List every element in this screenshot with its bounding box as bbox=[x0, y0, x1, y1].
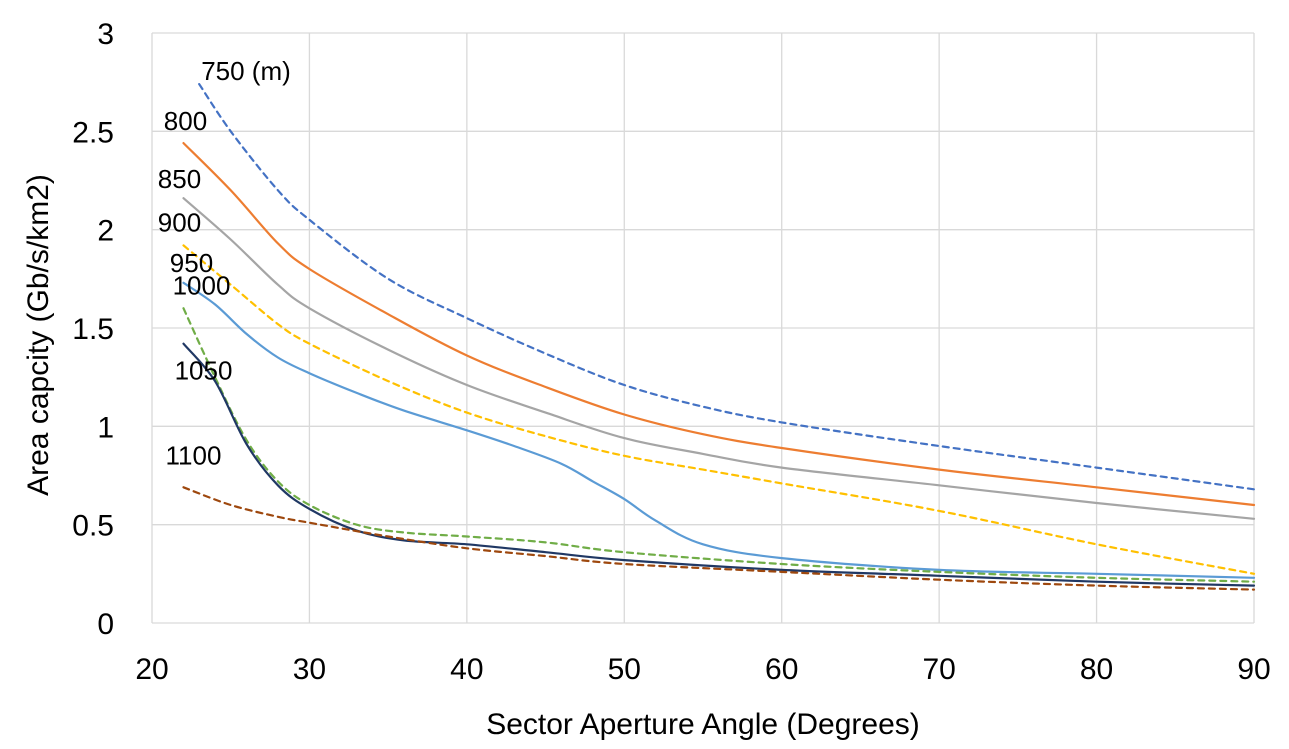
series-line-900 bbox=[182, 244, 1256, 575]
x-tick-label: 30 bbox=[293, 653, 326, 686]
series-label: 950 bbox=[170, 248, 213, 278]
y-tick-label: 0.5 bbox=[72, 510, 114, 543]
series-line-950 bbox=[182, 281, 1256, 579]
x-tick-label: 50 bbox=[608, 653, 641, 686]
y-tick-label: 1.5 bbox=[72, 313, 114, 346]
series-line-1100 bbox=[182, 486, 1256, 591]
series-lines bbox=[182, 83, 1256, 591]
y-axis-ticks: 0 0.5 1 1.5 2 2.5 3 bbox=[72, 18, 114, 641]
x-tick-label: 70 bbox=[922, 653, 955, 686]
series-line-800 bbox=[182, 142, 1256, 507]
y-tick-label: 3 bbox=[97, 18, 114, 51]
series-label: 900 bbox=[158, 207, 201, 237]
y-tick-label: 2.5 bbox=[72, 116, 114, 149]
series-label: 800 bbox=[164, 106, 207, 136]
series-label: 1050 bbox=[175, 356, 233, 386]
series-line-850 bbox=[182, 197, 1256, 520]
series-label: 750 (m) bbox=[201, 56, 291, 86]
series-label: 850 bbox=[158, 164, 201, 194]
x-tick-label: 40 bbox=[450, 653, 483, 686]
x-tick-label: 20 bbox=[135, 653, 168, 686]
x-tick-label: 60 bbox=[765, 653, 798, 686]
y-tick-label: 0 bbox=[97, 608, 114, 641]
x-tick-label: 90 bbox=[1237, 653, 1270, 686]
y-axis-title: Area capcity (Gb/s/km2) bbox=[22, 174, 55, 496]
x-tick-label: 80 bbox=[1080, 653, 1113, 686]
x-axis-ticks: 20 30 40 50 60 70 80 90 bbox=[135, 653, 1270, 686]
series-label: 1100 bbox=[166, 440, 222, 470]
series-line-1000 bbox=[182, 307, 1256, 583]
gridlines bbox=[151, 32, 1255, 624]
y-tick-label: 1 bbox=[97, 411, 114, 444]
x-axis-title: Sector Aperture Angle (Degrees) bbox=[486, 708, 920, 741]
series-label: 1000 bbox=[173, 270, 231, 300]
y-tick-label: 2 bbox=[97, 215, 114, 248]
series-line-750-m bbox=[198, 83, 1256, 491]
series-line-1050 bbox=[182, 342, 1256, 587]
